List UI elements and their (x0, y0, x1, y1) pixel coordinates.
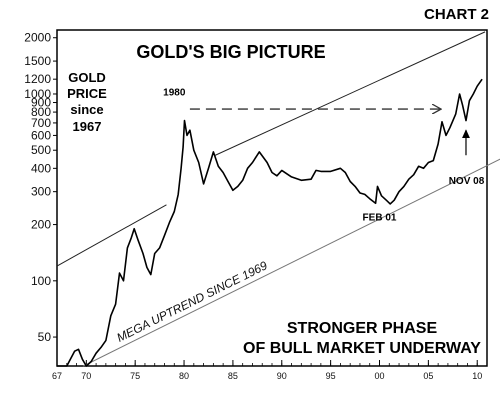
y-tick-label: 200 (31, 218, 51, 232)
footer-caption-line-2: OF BULL MARKET UNDERWAY (243, 340, 481, 357)
x-tick-label: 80 (179, 371, 189, 381)
trendline (56, 204, 167, 267)
trendline (83, 158, 500, 367)
y-tick-label: 50 (38, 330, 52, 344)
x-tick-label: 95 (326, 371, 336, 381)
annotations: 1980 FEB 01 NOV 08 (163, 88, 485, 224)
arrows (189, 109, 470, 156)
y-tick-label: 2000 (24, 31, 51, 45)
trendline (215, 31, 486, 156)
side-label: GOLD PRICE since 1967 (67, 70, 107, 134)
x-tick-label: 05 (423, 371, 433, 381)
x-tick-label: 75 (130, 371, 140, 381)
y-tick-label: 700 (31, 116, 51, 130)
y-tick-label: 800 (31, 105, 51, 119)
footer-caption-line-1: STRONGER PHASE (287, 320, 438, 337)
y-tick-label: 400 (31, 161, 51, 175)
x-tick-label: 10 (472, 371, 482, 381)
x-tick-label: 67 (52, 371, 62, 381)
y-tick-label: 900 (31, 96, 51, 110)
annotation: 1980 (163, 88, 186, 99)
side-label-line-4: 1967 (73, 119, 102, 134)
y-tick-label: 300 (31, 185, 51, 199)
y-tick-label: 1200 (24, 72, 51, 86)
x-tick-label: 85 (228, 371, 238, 381)
y-tick-label: 1000 (24, 87, 51, 101)
side-label-line-1: GOLD (68, 70, 106, 85)
x-axis: 67 70 75 80 85 90 95 00 05 10 (52, 360, 488, 381)
y-tick-label: 600 (31, 128, 51, 142)
y-tick-label: 500 (31, 143, 51, 157)
annotation: FEB 01 (363, 213, 397, 224)
x-tick-label: 90 (277, 371, 287, 381)
gold-price-line (57, 78, 483, 367)
y-tick-label: 100 (31, 274, 51, 288)
annotation: NOV 08 (449, 176, 485, 187)
x-tick-label: 70 (81, 371, 91, 381)
chart-title: GOLD'S BIG PICTURE (136, 42, 325, 62)
trendline-label: MEGA UPTREND SINCE 1969 (114, 258, 269, 345)
footer-caption: STRONGER PHASE OF BULL MARKET UNDERWAY (243, 320, 481, 357)
trendlines: MEGA UPTREND SINCE 1969 (56, 31, 500, 367)
x-tick-label: 00 (374, 371, 384, 381)
y-tick-label: 1500 (24, 54, 51, 68)
side-label-line-3: since (70, 102, 103, 117)
series (57, 78, 483, 367)
side-label-line-2: PRICE (67, 86, 107, 101)
chart-label: CHART 2 (424, 6, 489, 23)
